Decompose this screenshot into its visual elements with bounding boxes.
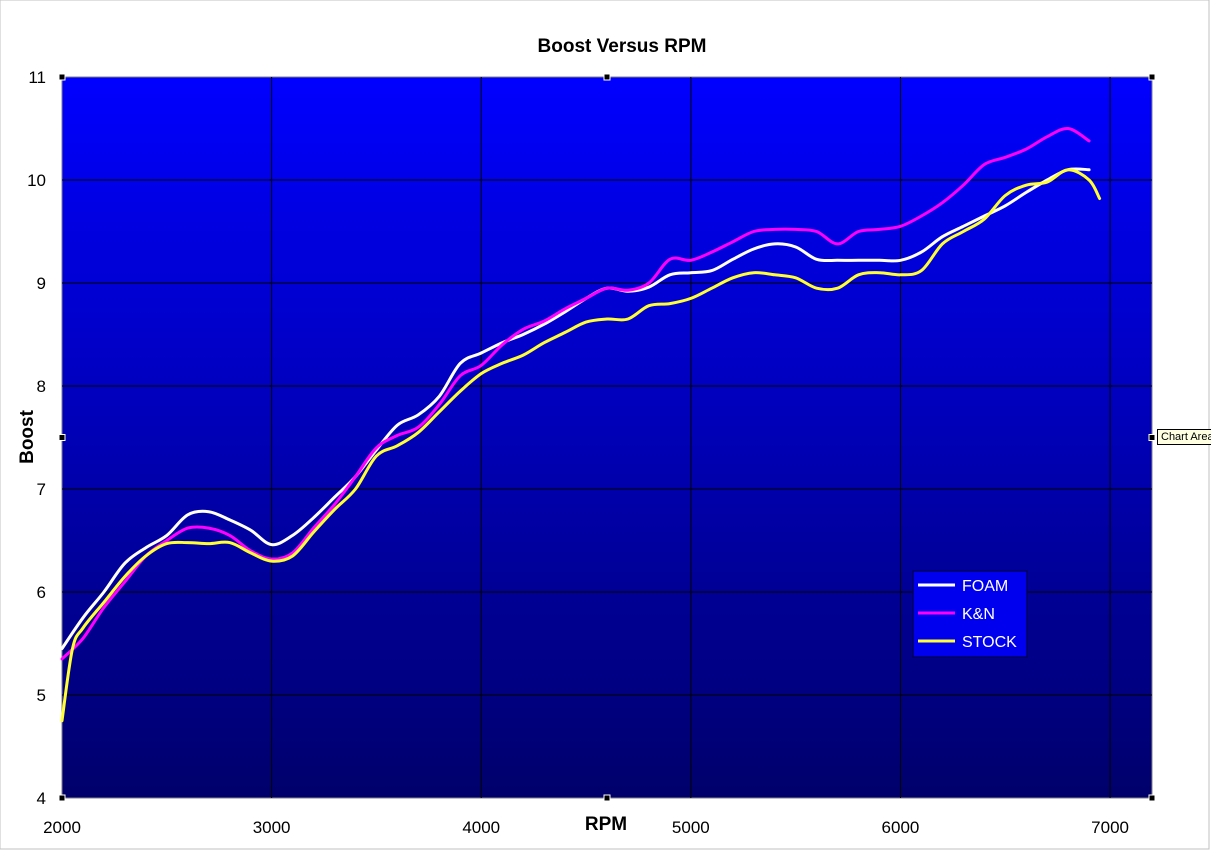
y-tick-label: 7 <box>37 480 46 499</box>
selection-handle[interactable] <box>58 73 66 81</box>
x-tick-label: 2000 <box>43 818 81 837</box>
selection-handle[interactable] <box>603 73 611 81</box>
legend-label-k-n: K&N <box>962 606 995 623</box>
tick-labels: 4 5 6 7 8 9 10 11 2000 3000 4000 5000 6000 7000 <box>27 68 1129 837</box>
plot-area[interactable] <box>61 76 1153 799</box>
series-line-stock[interactable] <box>60 168 1102 723</box>
chart-area-tooltip: Chart Area <box>1157 429 1211 445</box>
y-tick-label: 9 <box>37 274 46 293</box>
x-tick-label: 7000 <box>1091 818 1129 837</box>
legend[interactable]: FOAM K&N STOCK <box>912 570 1028 658</box>
selection-handle[interactable] <box>58 434 66 441</box>
selection-handle[interactable] <box>1148 434 1156 441</box>
selection-handle[interactable] <box>603 794 611 802</box>
y-tick-label: 4 <box>37 789 46 808</box>
x-tick-label: 5000 <box>672 818 710 837</box>
selection-handle[interactable] <box>1148 794 1156 802</box>
selection-handle[interactable] <box>1148 73 1156 81</box>
chart-title: Boost Versus RPM <box>538 36 707 57</box>
x-axis-label: RPM <box>585 814 627 835</box>
y-tick-label: 6 <box>37 583 46 602</box>
y-tick-label: 10 <box>27 171 46 190</box>
y-tick-label: 11 <box>28 68 46 87</box>
y-tick-label: 5 <box>37 686 46 705</box>
legend-label-foam: FOAM <box>962 578 1008 595</box>
x-tick-label: 6000 <box>882 818 920 837</box>
x-tick-label: 3000 <box>253 818 291 837</box>
selection-handle[interactable] <box>58 794 66 802</box>
selection-handles <box>58 73 1156 802</box>
x-tick-label: 4000 <box>462 818 500 837</box>
y-tick-label: 8 <box>37 377 46 396</box>
series-line-k-n[interactable] <box>60 126 1091 661</box>
legend-label-stock: STOCK <box>962 634 1017 651</box>
y-axis-label: Boost <box>17 409 38 464</box>
series-lines <box>60 126 1102 723</box>
